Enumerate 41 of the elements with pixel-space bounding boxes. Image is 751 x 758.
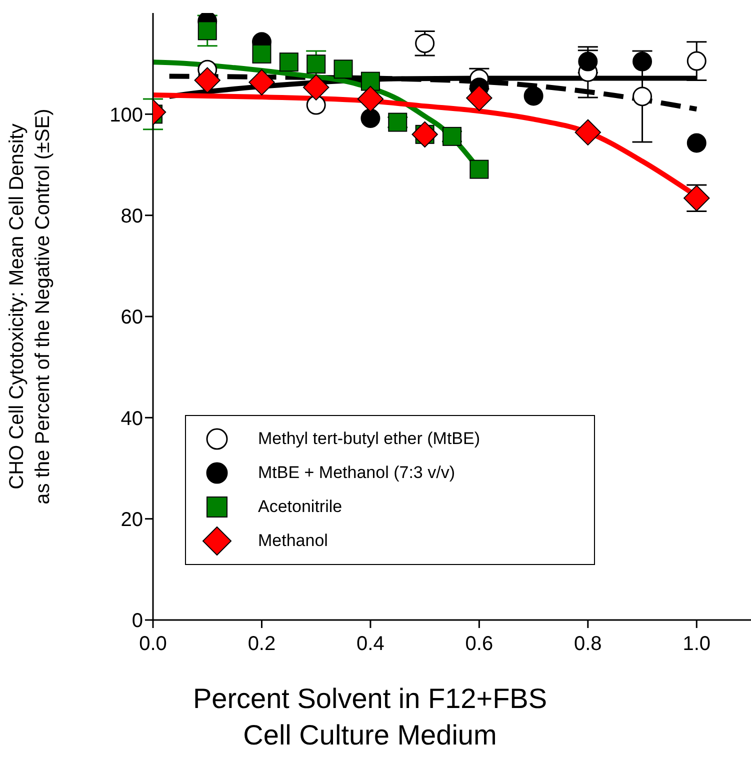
point [686, 133, 706, 153]
point [194, 67, 220, 94]
y-tick-label: 100 [110, 104, 143, 126]
point [574, 119, 602, 146]
point [466, 84, 492, 112]
y-tick-label: 20 [120, 508, 143, 531]
point [306, 54, 326, 74]
point [248, 69, 275, 96]
point [632, 52, 652, 72]
point [442, 126, 462, 146]
point [686, 51, 706, 71]
point [415, 34, 435, 54]
point [357, 86, 384, 112]
point [360, 72, 380, 91]
y-tick-label: 0 [132, 610, 143, 632]
x-tick-label: 0.2 [248, 633, 276, 656]
point [388, 112, 408, 132]
x-tick-label: 1.0 [682, 633, 711, 656]
point [252, 44, 272, 64]
x-tick-label: 0.0 [139, 633, 167, 656]
x-axis-title: Percent Solvent in F12+FBS Cell Culture Medium [192, 683, 548, 750]
legend-label: Methyl tert-butyl ether (MtBE) [258, 429, 480, 449]
y-tick-label: 80 [120, 205, 143, 228]
legend-label: MtBE + Methanol (7:3 v/v) [258, 463, 455, 483]
point [306, 95, 326, 115]
point [334, 60, 353, 79]
point [524, 86, 544, 106]
x-tick-label: 0.4 [356, 633, 384, 656]
y-axis-title: CHO Cell Cytotoxicity: Mean Cell Density as the Percent of the Negative Control (±SE) [6, 108, 54, 504]
point [279, 52, 298, 72]
x-tick-label: 0.6 [465, 633, 494, 656]
y-tick-label: 40 [120, 408, 143, 430]
y-tick-label: 60 [120, 306, 143, 329]
point [470, 160, 489, 179]
point [302, 74, 330, 100]
point [360, 108, 380, 128]
point [632, 86, 652, 106]
legend-label: Methanol [258, 531, 328, 551]
legend-label: Acetonitrile [258, 497, 342, 517]
x-tick-label: 0.8 [574, 633, 602, 656]
point [198, 21, 217, 40]
